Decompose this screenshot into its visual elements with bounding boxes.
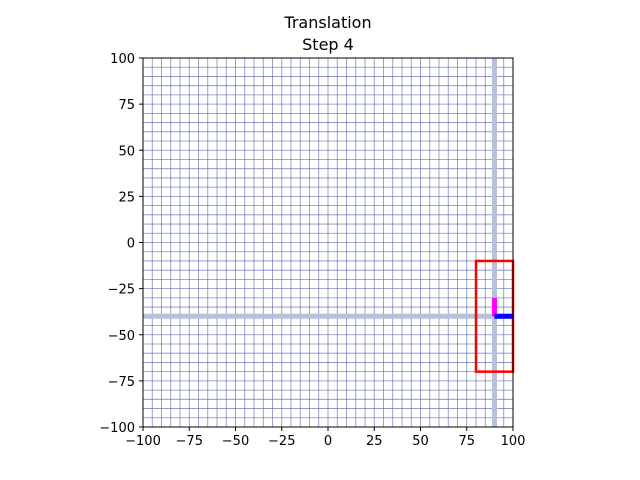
x-tick-label: 100 [501,434,526,449]
x-tick-label: 25 [366,434,383,449]
grid [142,57,514,428]
x-tick-label: 50 [412,434,429,449]
x-tick-label: −75 [176,434,203,449]
y-tick-label: 25 [118,190,135,205]
chart-title: Translation [283,13,371,32]
x-tick-label: −50 [222,434,249,449]
x-tick-label: −100 [125,434,161,449]
chart-subtitle: Step 4 [302,35,354,54]
translated-axes [143,58,513,427]
y-tick-label: 75 [118,98,135,113]
y-tick-label: 100 [110,52,135,67]
y-tick-label: −25 [108,283,135,298]
y-tick-label: −50 [108,329,135,344]
y-tick-label: 50 [118,144,135,159]
x-tick-label: 75 [458,434,475,449]
ticks: −100 −75 −50 −25 0 25 50 75 100 −100 −75 −50 −25 0 25 5… [99,52,525,449]
x-tick-label: −25 [268,434,295,449]
x-tick-label: 0 [324,434,332,449]
y-tick-label: −100 [99,421,135,436]
y-tick-label: −75 [108,375,135,390]
y-tick-label: 0 [127,237,135,252]
